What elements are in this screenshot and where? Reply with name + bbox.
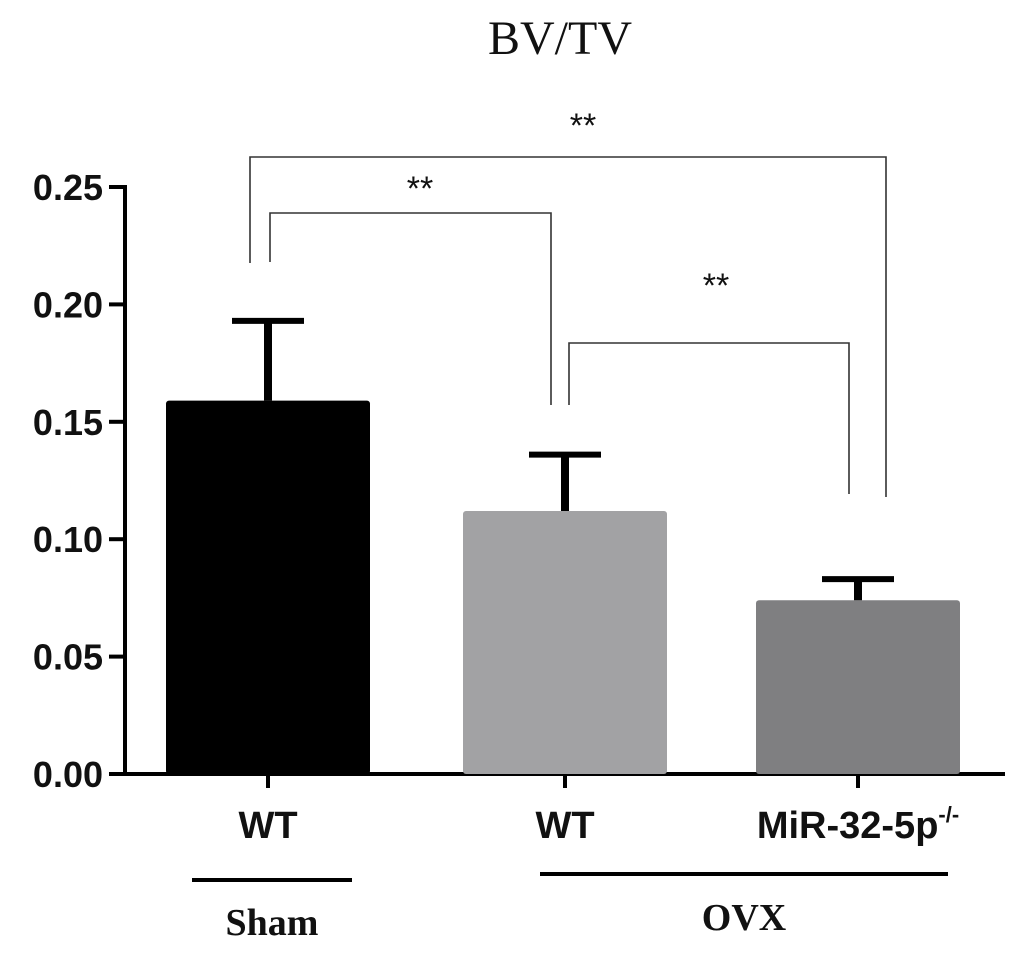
bar-3 [756,600,960,774]
category-labels: WT WT MiR-32-5p-/- [238,802,959,847]
significance-label-1: ** [570,107,596,145]
group-labels: Sham OVX [192,872,948,944]
x-category-label-text: WT [238,805,297,847]
x-category-label: WT [238,805,297,847]
significance-bracket-3 [568,342,850,494]
x-category-label: MiR-32-5p-/- [757,802,959,847]
bar-group-3 [756,576,960,788]
significance-label-2: ** [407,170,433,208]
x-category-label: WT [535,805,594,847]
group-label-sham: Sham [226,902,319,944]
x-category-label-text: WT [535,805,594,847]
significance-bracket-1 [249,156,887,497]
bars [166,317,960,788]
significance-label-3: ** [703,267,729,305]
significance-bracket-2 [269,212,552,405]
chart-title: BV/TV [488,12,632,65]
y-tick-label: 0.25 [33,167,103,208]
y-tick-label: 0.10 [33,519,103,560]
bar-1 [166,400,370,774]
y-axis: 0.00 0.05 0.10 0.15 0.20 0.25 [33,167,1005,795]
x-category-label-superscript: -/- [938,802,959,827]
y-tick-label: 0.20 [33,284,103,325]
significance-brackets: ** ** ** [249,107,887,497]
bar-2 [463,511,667,774]
group-label-ovx: OVX [702,897,786,939]
bar-group-2 [463,451,667,788]
x-category-label-text: MiR-32-5p [757,805,939,847]
bar-group-1 [166,317,370,788]
y-tick-label: 0.15 [33,402,103,443]
y-tick-label: 0.00 [33,754,103,795]
y-tick-label: 0.05 [33,637,103,678]
